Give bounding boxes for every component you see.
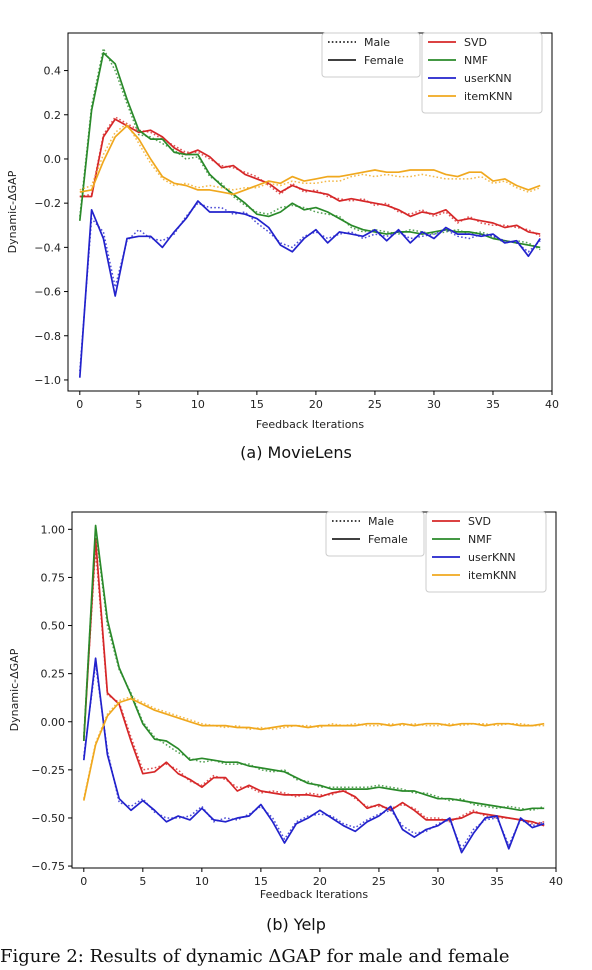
x-tick-label: 35 xyxy=(490,875,504,888)
y-tick-label: 0.25 xyxy=(41,668,66,681)
x-ticks: 0 5 10 15 20 25 30 35 40 xyxy=(80,868,563,888)
series-userknn-male xyxy=(79,202,541,372)
series-lines xyxy=(82,524,545,854)
y-ticks: −0.75 −0.50 −0.25 0.00 0.25 0.50 0.75 1.00 xyxy=(31,523,72,873)
legend-box-style xyxy=(321,32,421,78)
y-ticks: −1.0 −0.8 −0.6 −0.4 −0.2 0.0 0.2 0.4 xyxy=(34,65,68,387)
y-tick-label: 0.4 xyxy=(44,65,62,78)
y-tick-label: 0.50 xyxy=(41,620,66,633)
legend-box-style xyxy=(325,511,425,557)
legend-label-itemknn: itemKNN xyxy=(464,90,513,103)
y-tick-label: 0.75 xyxy=(41,571,66,584)
legend: Male Female SVD NMF userKNN itemKNN xyxy=(321,32,543,114)
subfigure-caption: (b) Yelp xyxy=(266,915,326,934)
x-tick-label: 20 xyxy=(313,875,327,888)
chart-movielens: −1.0 −0.8 −0.6 −0.4 −0.2 0.0 0.2 0.4 0 5 10 15 20 25… xyxy=(6,32,559,462)
legend-label-userknn: userKNN xyxy=(464,72,512,85)
series-userknn-male xyxy=(83,663,545,850)
y-tick-label: −0.50 xyxy=(31,812,65,825)
series-userknn-female xyxy=(82,657,545,854)
y-axis-label: Dynamic-ΔGAP xyxy=(6,170,19,253)
x-tick-label: 0 xyxy=(76,398,83,411)
y-tick-label: −1.0 xyxy=(34,374,61,387)
x-axis-label: Feedback Iterations xyxy=(256,418,365,431)
y-tick-label: −0.8 xyxy=(34,330,61,343)
series-itemknn-male xyxy=(79,122,541,193)
subfigure-caption: (a) MovieLens xyxy=(240,443,352,462)
y-axis-label: Dynamic-ΔGAP xyxy=(8,648,21,731)
x-tick-label: 15 xyxy=(254,875,268,888)
y-tick-label: −0.75 xyxy=(31,860,65,873)
y-tick-label: −0.2 xyxy=(34,197,61,210)
legend-label-female: Female xyxy=(364,54,404,67)
x-tick-label: 35 xyxy=(486,398,500,411)
x-tick-label: 30 xyxy=(431,875,445,888)
x-tick-label: 25 xyxy=(372,875,386,888)
x-tick-label: 10 xyxy=(195,875,209,888)
series-itemknn-male xyxy=(83,695,545,799)
series-svd-female xyxy=(82,538,545,827)
series-itemknn-female xyxy=(79,124,541,196)
x-tick-label: 40 xyxy=(545,398,559,411)
legend-label-male: Male xyxy=(364,36,390,49)
series-nmf-male xyxy=(79,47,541,251)
x-ticks: 0 5 10 15 20 25 30 35 40 xyxy=(76,391,559,411)
x-tick-label: 30 xyxy=(427,398,441,411)
series-itemknn-female xyxy=(82,697,545,801)
legend-label-nmf: NMF xyxy=(468,533,492,546)
x-tick-label: 25 xyxy=(368,398,382,411)
legend-label-svd: SVD xyxy=(468,515,491,528)
series-svd-male xyxy=(83,547,545,825)
x-tick-label: 15 xyxy=(250,398,264,411)
legend-label-userknn: userKNN xyxy=(468,551,516,564)
legend-label-female: Female xyxy=(368,533,408,546)
y-tick-label: −0.6 xyxy=(34,286,61,299)
series-svd-male xyxy=(79,116,541,237)
legend-box-models xyxy=(425,511,547,593)
y-tick-label: 0.00 xyxy=(41,716,66,729)
y-tick-label: 1.00 xyxy=(41,523,66,536)
series-nmf-female xyxy=(78,52,541,249)
series-userknn-female xyxy=(78,200,541,378)
y-tick-label: 0.0 xyxy=(44,153,62,166)
y-tick-label: −0.25 xyxy=(31,764,65,777)
legend-box-models xyxy=(421,32,543,114)
x-axis-label: Feedback Iterations xyxy=(260,888,369,901)
legend-label-itemknn: itemKNN xyxy=(468,569,517,582)
legend-label-male: Male xyxy=(368,515,394,528)
legend: Male Female SVD NMF userKNN itemKNN xyxy=(325,511,547,593)
legend-label-svd: SVD xyxy=(464,36,487,49)
x-tick-label: 5 xyxy=(139,875,146,888)
y-tick-label: −0.4 xyxy=(34,241,61,254)
y-tick-label: 0.2 xyxy=(44,109,62,122)
legend-label-nmf: NMF xyxy=(464,54,488,67)
series-lines xyxy=(78,47,541,378)
x-tick-label: 0 xyxy=(80,875,87,888)
plot-frame xyxy=(67,32,553,392)
x-tick-label: 20 xyxy=(309,398,323,411)
x-tick-label: 40 xyxy=(549,875,563,888)
x-tick-label: 10 xyxy=(191,398,205,411)
plot-frame xyxy=(71,511,557,869)
chart-yelp: −0.75 −0.50 −0.25 0.00 0.25 0.50 0.75 1.00 0 5 10… xyxy=(8,511,563,934)
figure-caption: Figure 2: Results of dynamic ΔGAP for ma… xyxy=(0,946,510,967)
series-nmf-male xyxy=(83,528,545,812)
x-tick-label: 5 xyxy=(135,398,142,411)
